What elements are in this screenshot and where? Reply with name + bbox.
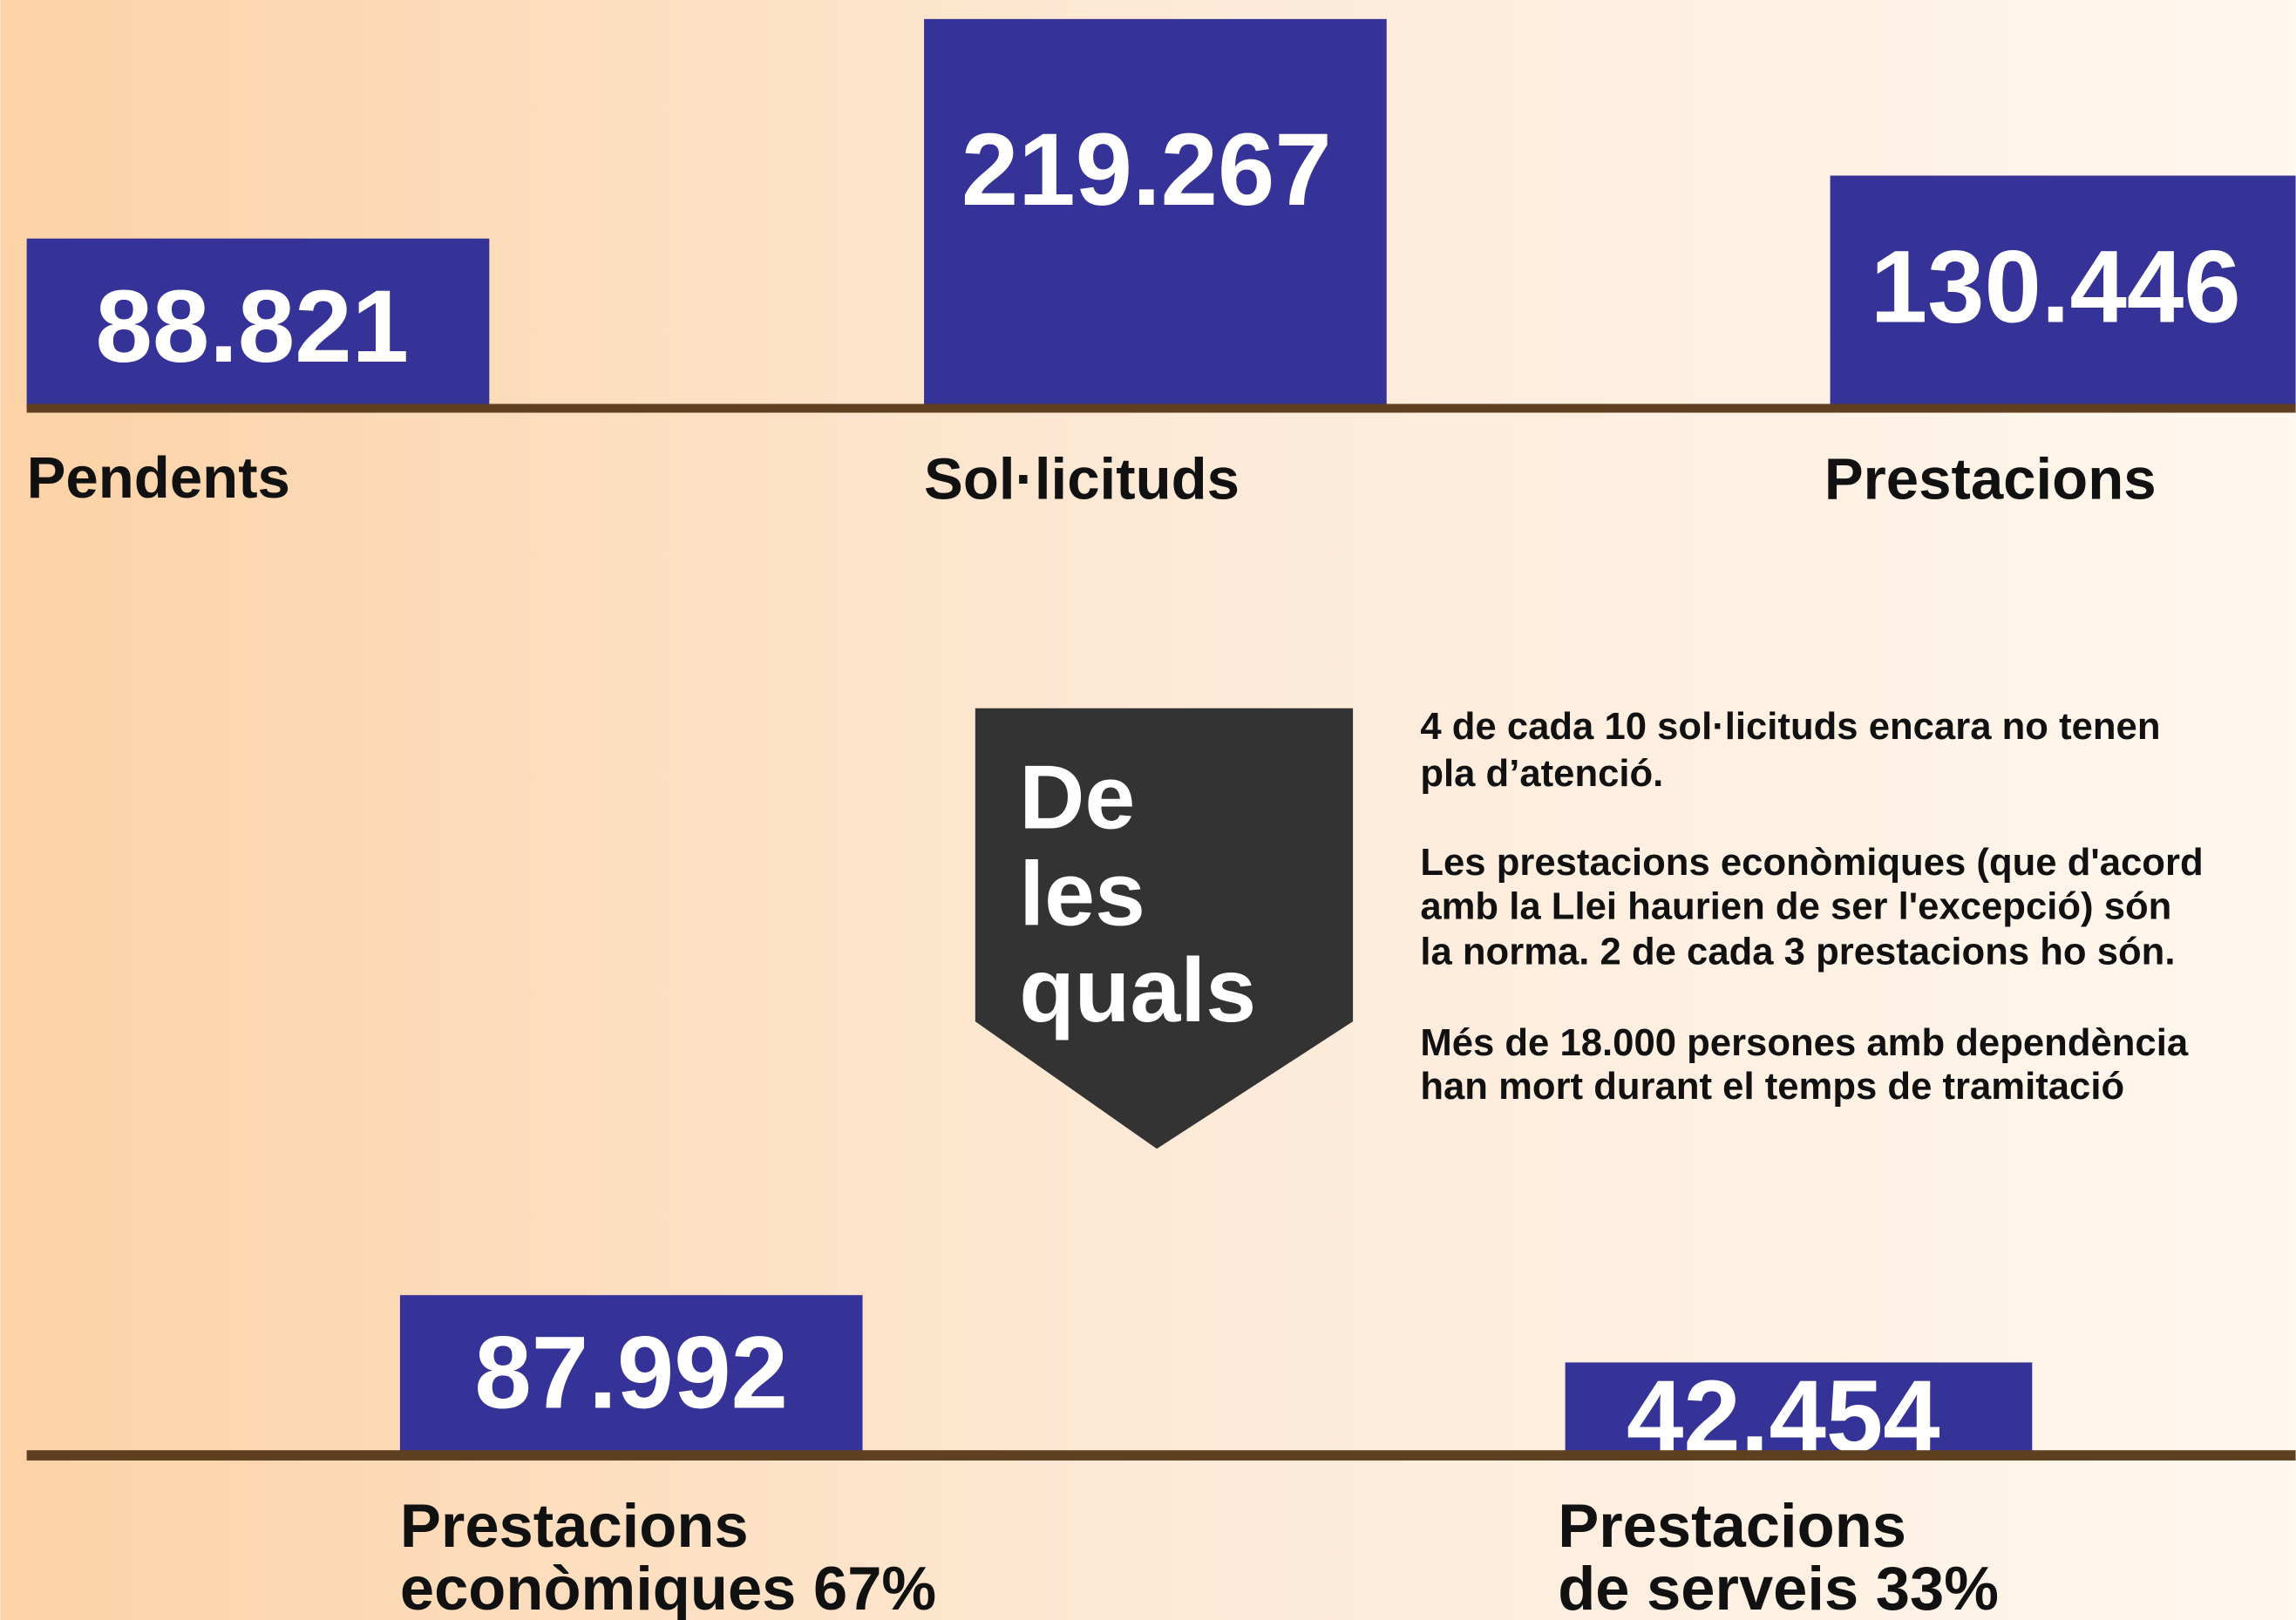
value-text: 88.821 xyxy=(95,269,409,383)
value-text: 219.267 xyxy=(961,112,1332,227)
note-line: amb la Llei haurien de ser l'excepció) s… xyxy=(1420,885,2171,928)
value-box xyxy=(1565,1362,2033,1454)
note-line: 4 de cada 10 sol·licituds encara no tene… xyxy=(1420,705,2160,748)
item-label: Prestacions xyxy=(1558,1491,1906,1560)
note-line: han mort durant el temps de tramitació xyxy=(1420,1065,2124,1108)
value-box xyxy=(924,18,1387,407)
item-label: Prestacions xyxy=(400,1491,749,1560)
callout-shape xyxy=(975,708,1354,1149)
baseline xyxy=(26,1450,2296,1461)
note-line: Les prestacions econòmiques (que d'acord xyxy=(1420,841,2203,884)
item-label: Prestacions xyxy=(1824,447,2157,512)
value-box xyxy=(1830,175,2296,407)
item-label: de serveis 33% xyxy=(1558,1554,1999,1620)
callout-text: De xyxy=(1019,747,1135,848)
baseline xyxy=(26,403,2296,413)
value-box xyxy=(399,1295,863,1454)
note-line: Més de 18.000 persones amb dependència xyxy=(1420,1021,2188,1064)
item-label: Sol·licituds xyxy=(924,447,1240,512)
item-label: econòmiques 67% xyxy=(400,1554,936,1620)
item-label: Pendents xyxy=(27,445,290,511)
callout-text: les xyxy=(1019,844,1145,945)
note-line: pla d’atenció. xyxy=(1420,752,1663,795)
value-box xyxy=(26,238,490,407)
callout-text: quals xyxy=(1019,940,1256,1041)
note-line: la norma. 2 de cada 3 prestacions ho són… xyxy=(1420,931,2175,973)
value-text: 130.446 xyxy=(1871,229,2241,343)
value-text: 87.992 xyxy=(474,1315,788,1429)
